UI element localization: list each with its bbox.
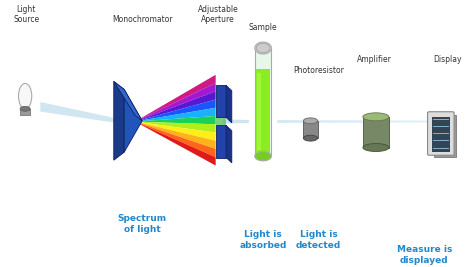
Polygon shape bbox=[216, 125, 226, 158]
Ellipse shape bbox=[20, 106, 30, 111]
FancyBboxPatch shape bbox=[432, 117, 450, 152]
FancyBboxPatch shape bbox=[363, 117, 389, 147]
Text: Light
Source: Light Source bbox=[13, 5, 39, 24]
Text: Sample: Sample bbox=[249, 23, 277, 32]
Polygon shape bbox=[140, 124, 216, 166]
FancyBboxPatch shape bbox=[303, 121, 318, 138]
Polygon shape bbox=[140, 108, 216, 121]
Ellipse shape bbox=[363, 113, 389, 121]
Polygon shape bbox=[140, 122, 216, 132]
FancyBboxPatch shape bbox=[20, 109, 30, 115]
FancyBboxPatch shape bbox=[255, 48, 272, 156]
Polygon shape bbox=[140, 122, 216, 141]
Polygon shape bbox=[140, 83, 216, 120]
Polygon shape bbox=[140, 123, 216, 157]
Ellipse shape bbox=[363, 144, 389, 151]
Polygon shape bbox=[216, 85, 226, 117]
Ellipse shape bbox=[18, 83, 32, 109]
Ellipse shape bbox=[303, 118, 318, 124]
Polygon shape bbox=[434, 115, 456, 156]
Text: Measure is
displayed: Measure is displayed bbox=[397, 245, 452, 265]
Polygon shape bbox=[140, 116, 216, 124]
Text: Display: Display bbox=[434, 55, 462, 64]
FancyBboxPatch shape bbox=[428, 112, 454, 155]
Text: Amplifier: Amplifier bbox=[357, 55, 392, 64]
Ellipse shape bbox=[303, 135, 318, 141]
Polygon shape bbox=[140, 123, 216, 149]
Polygon shape bbox=[140, 75, 216, 119]
Ellipse shape bbox=[255, 42, 272, 54]
Text: Spectrum
of light: Spectrum of light bbox=[118, 214, 167, 234]
Polygon shape bbox=[277, 120, 304, 123]
Text: Photoresistor: Photoresistor bbox=[293, 66, 344, 75]
Text: Light is
detected: Light is detected bbox=[296, 230, 341, 250]
Polygon shape bbox=[140, 91, 216, 120]
Polygon shape bbox=[114, 81, 142, 121]
Text: Adjustable
Aperture: Adjustable Aperture bbox=[198, 5, 238, 24]
Text: Light is
absorbed: Light is absorbed bbox=[239, 230, 287, 250]
Polygon shape bbox=[223, 119, 249, 124]
FancyBboxPatch shape bbox=[256, 69, 270, 156]
Polygon shape bbox=[315, 120, 363, 123]
Ellipse shape bbox=[255, 151, 272, 161]
Polygon shape bbox=[40, 102, 121, 124]
Polygon shape bbox=[114, 81, 124, 160]
Polygon shape bbox=[226, 125, 232, 163]
Polygon shape bbox=[124, 89, 142, 152]
Polygon shape bbox=[226, 85, 232, 123]
Polygon shape bbox=[257, 73, 261, 150]
Text: Monochromator: Monochromator bbox=[112, 15, 173, 24]
Polygon shape bbox=[382, 120, 429, 123]
Polygon shape bbox=[140, 100, 216, 121]
Ellipse shape bbox=[256, 43, 270, 53]
Polygon shape bbox=[216, 117, 226, 125]
